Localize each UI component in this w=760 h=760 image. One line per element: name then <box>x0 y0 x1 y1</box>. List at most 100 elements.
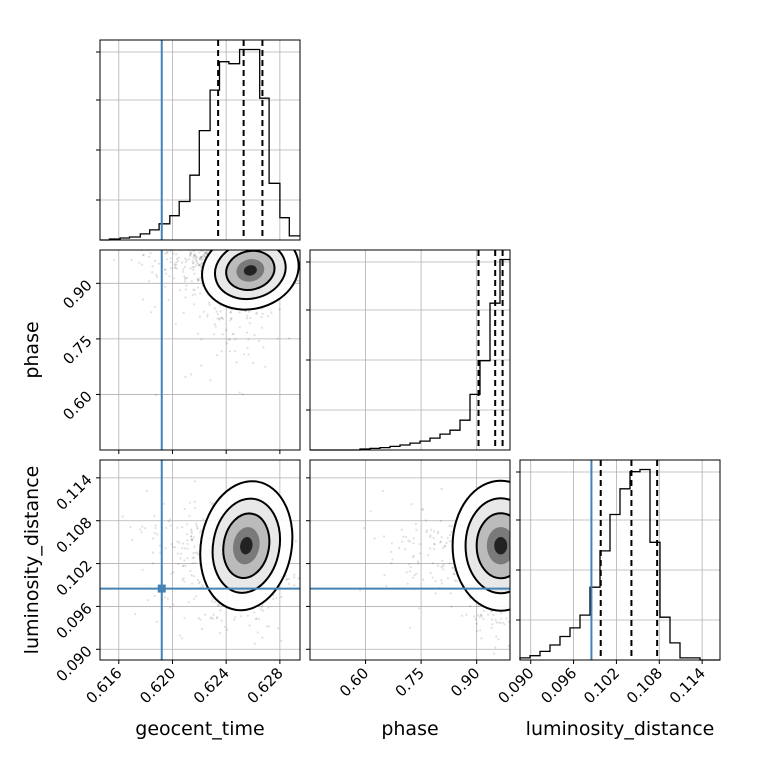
sample-point <box>497 621 500 624</box>
sample-point <box>195 255 198 258</box>
sample-point <box>216 313 219 316</box>
sample-point <box>220 316 224 319</box>
sample-point <box>247 353 250 356</box>
sample-point <box>185 260 188 264</box>
sample-point <box>247 338 250 341</box>
sample-point <box>134 613 137 616</box>
sample-point <box>213 600 216 604</box>
sample-point <box>184 296 187 299</box>
sample-point <box>440 487 443 490</box>
sample-point <box>433 547 436 550</box>
sample-point <box>227 338 230 341</box>
sample-point <box>440 566 443 569</box>
sample-point <box>448 524 451 527</box>
sample-point <box>215 310 218 313</box>
sample-point <box>479 629 482 632</box>
sample-point <box>503 623 506 626</box>
sample-point <box>193 266 196 269</box>
sample-point <box>186 547 189 550</box>
sample-point <box>193 506 197 509</box>
sample-point <box>164 252 167 255</box>
sample-point <box>254 617 257 621</box>
sample-point <box>238 391 241 394</box>
sample-point <box>493 652 496 655</box>
sample-point <box>196 277 199 280</box>
sample-point <box>174 266 177 269</box>
sample-point <box>172 603 175 606</box>
sample-point <box>192 597 196 600</box>
sample-point <box>169 267 172 270</box>
sample-point <box>200 364 203 367</box>
x-axis-label-phase: phase <box>381 718 438 740</box>
sample-point <box>507 644 510 647</box>
sample-point <box>175 263 178 266</box>
sample-point <box>294 540 297 543</box>
sample-point <box>169 524 172 527</box>
sample-point <box>181 547 184 550</box>
sample-point <box>242 353 246 356</box>
sample-point <box>495 635 498 638</box>
sample-point <box>153 532 156 535</box>
sample-point <box>429 572 432 575</box>
sample-point <box>198 581 201 584</box>
sample-point <box>148 280 151 283</box>
sample-point <box>453 572 456 575</box>
sample-point <box>252 611 255 614</box>
sample-point <box>409 626 412 629</box>
sample-point <box>154 393 157 396</box>
sample-point <box>202 257 205 260</box>
sample-point <box>465 613 468 616</box>
sample-point <box>245 317 248 320</box>
sample-point <box>500 612 503 615</box>
sample-point <box>154 524 157 527</box>
sample-point <box>216 604 219 607</box>
sample-point <box>260 606 263 609</box>
sample-point <box>285 574 288 577</box>
sample-point <box>193 272 196 275</box>
sample-point <box>425 529 428 532</box>
sample-point <box>248 310 251 313</box>
sample-point <box>173 262 176 266</box>
sample-point <box>268 625 271 628</box>
sample-point <box>450 525 453 528</box>
sample-point <box>209 501 212 504</box>
sample-point <box>176 526 179 529</box>
sample-point <box>480 614 483 617</box>
contour-line <box>201 250 300 311</box>
sample-point <box>448 533 451 537</box>
sample-point <box>200 258 203 262</box>
sample-point <box>166 251 169 254</box>
histogram-phase <box>310 258 510 451</box>
sample-point <box>246 347 249 350</box>
sample-point <box>196 332 200 335</box>
panel-frame-geocent_time-phase <box>99 249 301 451</box>
contour-group <box>199 480 294 612</box>
sample-point <box>276 337 279 340</box>
sample-point <box>430 528 433 532</box>
sample-point <box>407 539 410 542</box>
sample-point <box>212 333 216 336</box>
sample-point <box>182 268 185 271</box>
sample-point <box>210 600 213 603</box>
sample-point <box>412 537 415 540</box>
sample-point <box>272 594 275 597</box>
sample-point <box>194 551 197 554</box>
sample-point <box>412 554 415 558</box>
sample-point <box>445 541 448 545</box>
sample-point <box>181 526 184 529</box>
sample-point <box>194 264 197 267</box>
sample-point <box>439 541 442 544</box>
sample-point <box>401 540 404 543</box>
sample-point <box>175 267 178 270</box>
sample-point <box>185 284 188 287</box>
sample-point <box>507 620 510 623</box>
density-level <box>243 265 257 276</box>
sample-point <box>249 316 252 320</box>
sample-point <box>186 276 189 279</box>
sample-point <box>173 546 177 549</box>
sample-point <box>410 503 413 506</box>
sample-point <box>183 559 186 562</box>
sample-point <box>439 540 442 543</box>
sample-point <box>475 622 478 625</box>
sample-point <box>190 530 193 533</box>
